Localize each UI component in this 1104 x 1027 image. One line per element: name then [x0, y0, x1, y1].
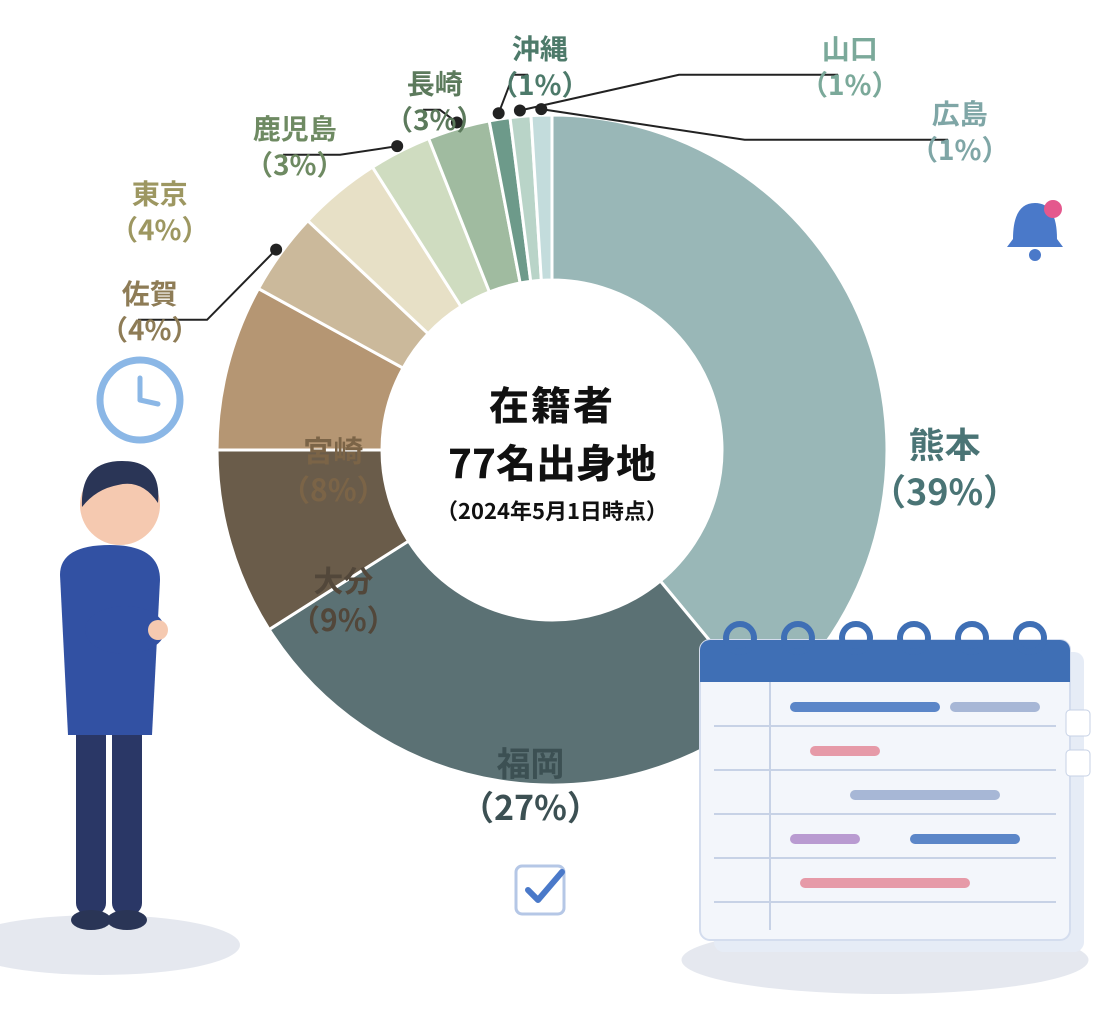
slice-label: 鹿児島（3%）: [245, 110, 345, 183]
check-icon: [516, 866, 564, 914]
calendar-illustration: [682, 624, 1091, 994]
slice-percent: （39%）: [870, 467, 1019, 514]
slice-percent: （1%）: [800, 66, 900, 102]
slice-name: 宮崎: [280, 430, 387, 469]
slice-name: 沖縄: [490, 30, 590, 66]
chart-center-title: 在籍者77名出身地 （2024年5月1日時点）: [436, 374, 668, 526]
slice-name: 広島: [910, 95, 1010, 131]
slice-label: 佐賀（4%）: [100, 275, 200, 348]
slice-name: 熊本: [870, 420, 1019, 467]
slice-percent: （27%）: [460, 784, 601, 828]
slice-name: 大分: [290, 560, 397, 599]
slice-percent: （3%）: [245, 146, 345, 182]
slice-label: 沖縄（1%）: [490, 30, 590, 103]
slice-percent: （3%）: [385, 101, 485, 137]
center-line3: （2024年5月1日時点）: [436, 494, 668, 526]
slice-percent: （1%）: [910, 131, 1010, 167]
slice-label: 東京（4%）: [110, 175, 210, 248]
center-line2: 77名出身地: [436, 432, 668, 490]
bell-icon: [1007, 200, 1063, 261]
slice-label: 福岡（27%）: [460, 740, 601, 828]
slice-label: 宮崎（8%）: [280, 430, 387, 508]
slice-percent: （4%）: [100, 311, 200, 347]
slice-percent: （4%）: [110, 211, 210, 247]
slice-name: 山口: [800, 30, 900, 66]
slice-label: 山口（1%）: [800, 30, 900, 103]
person-illustration: [0, 461, 240, 975]
clock-icon: [100, 360, 180, 440]
slice-label: 大分（9%）: [290, 560, 397, 638]
slice-label: 広島（1%）: [910, 95, 1010, 168]
slice-percent: （8%）: [280, 469, 387, 508]
slice-percent: （1%）: [490, 66, 590, 102]
center-line1: 在籍者: [436, 374, 668, 432]
slice-label: 熊本（39%）: [870, 420, 1019, 514]
slice-name: 福岡: [460, 740, 601, 784]
slice-name: 佐賀: [100, 275, 200, 311]
slice-name: 長崎: [385, 65, 485, 101]
slice-name: 鹿児島: [245, 110, 345, 146]
slice-percent: （9%）: [290, 599, 397, 638]
slice-label: 長崎（3%）: [385, 65, 485, 138]
slice-name: 東京: [110, 175, 210, 211]
